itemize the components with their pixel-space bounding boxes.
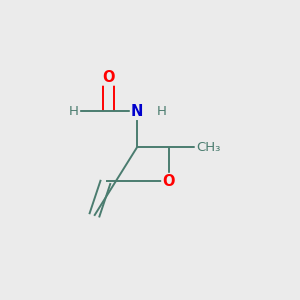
Text: O: O bbox=[162, 174, 175, 189]
Text: O: O bbox=[102, 70, 115, 85]
Text: H: H bbox=[69, 105, 79, 118]
Text: H: H bbox=[157, 105, 166, 118]
Text: N: N bbox=[131, 104, 143, 119]
Text: CH₃: CH₃ bbox=[196, 141, 220, 154]
